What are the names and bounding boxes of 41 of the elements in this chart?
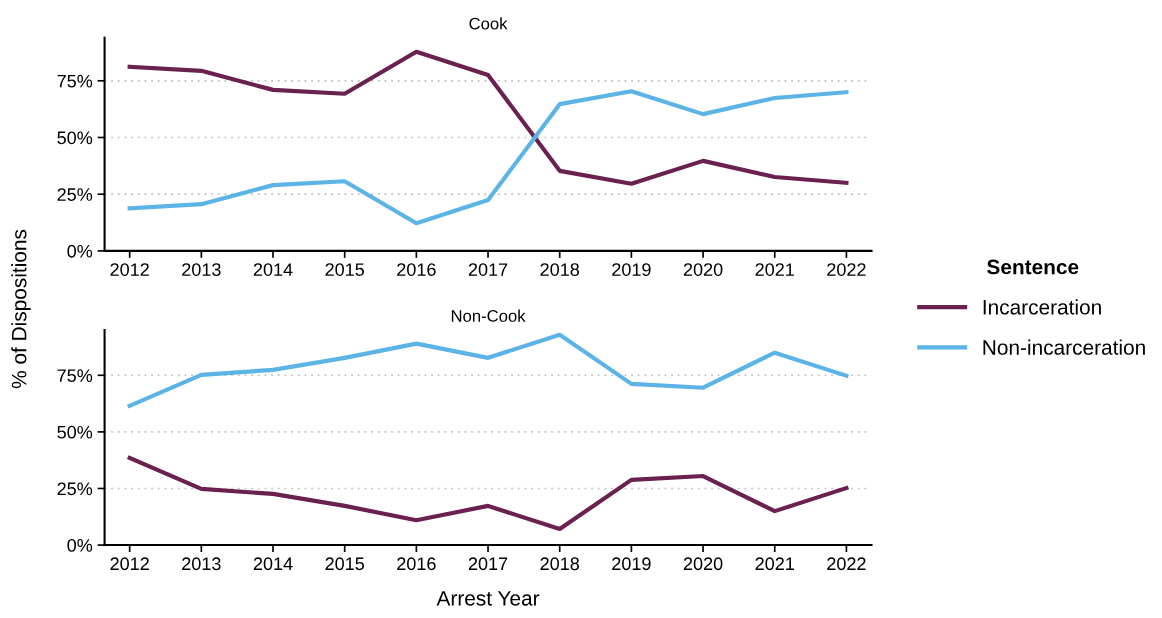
y-axis-title: % of Dispositions xyxy=(11,229,31,389)
x-tick-label: 2014 xyxy=(253,557,293,571)
x-tick-label: 2012 xyxy=(110,557,149,571)
x-tick-label: 2022 xyxy=(827,263,866,276)
x-tick-label: 2020 xyxy=(683,263,723,276)
x-tick-label: 2016 xyxy=(397,557,436,571)
y-tick-label: 50% xyxy=(57,425,93,439)
x-tick-label: 2012 xyxy=(110,263,149,276)
x-tick-label: 2021 xyxy=(755,263,794,276)
y-tick-label: 50% xyxy=(57,131,93,145)
y-tick-label: 25% xyxy=(57,188,93,201)
y-tick-label: 75% xyxy=(57,369,93,383)
x-tick-label: 2019 xyxy=(612,263,651,276)
legend-label: Incarceration xyxy=(983,299,1101,315)
x-tick-label: 2016 xyxy=(397,263,436,276)
x-tick-label: 2020 xyxy=(683,557,723,571)
line-series xyxy=(127,89,849,226)
line-series xyxy=(127,332,849,408)
legend-label: Non-incarceration xyxy=(983,339,1145,355)
x-tick-label: 2015 xyxy=(325,557,365,571)
x-tick-label: 2021 xyxy=(755,557,794,571)
x-tick-label: 2018 xyxy=(540,263,580,276)
y-tick-label: 0% xyxy=(67,539,93,552)
x-tick-label: 2013 xyxy=(182,263,221,276)
x-axis-title: Arrest Year xyxy=(436,591,540,606)
x-tick-label: 2018 xyxy=(540,557,580,571)
chart-title: Cook xyxy=(469,17,508,30)
x-tick-label: 2019 xyxy=(612,557,651,571)
x-tick-label: 2022 xyxy=(827,557,866,571)
line-series xyxy=(127,49,849,186)
y-tick-label: 25% xyxy=(57,482,93,496)
x-tick-label: 2017 xyxy=(468,557,508,571)
chart-title: Non-Cook xyxy=(451,309,526,322)
x-tick-label: 2013 xyxy=(182,557,221,571)
x-tick-label: 2014 xyxy=(253,263,293,276)
x-tick-label: 2015 xyxy=(325,263,365,276)
y-tick-label: 75% xyxy=(57,74,93,88)
legend-title: Sentence xyxy=(987,259,1079,275)
y-tick-label: 0% xyxy=(67,244,93,258)
line-series xyxy=(127,455,849,532)
x-tick-label: 2017 xyxy=(468,263,508,276)
